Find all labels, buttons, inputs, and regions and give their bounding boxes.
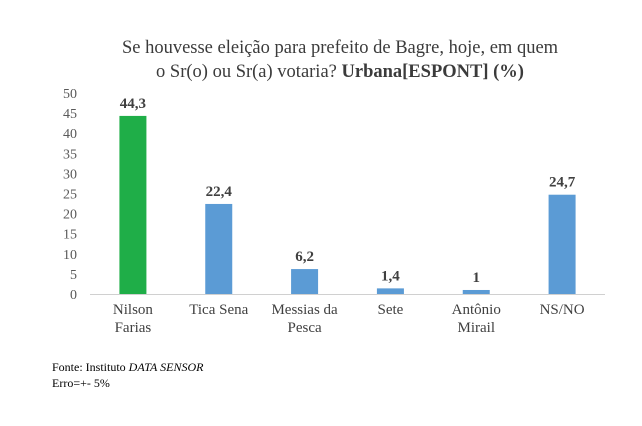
y-tick-label: 45 [63, 107, 77, 122]
y-tick-label: 20 [63, 208, 77, 223]
x-tick-label: Messias da [271, 302, 338, 318]
error-note: Erro=+- 5% [52, 376, 110, 390]
bar [376, 288, 404, 294]
chart-title-bold: Urbana[ESPONT] (%) [341, 62, 524, 82]
y-tick-label: 40 [63, 127, 77, 142]
source-prefix: Fonte: Instituto [52, 360, 129, 374]
chart-title: Se houvesse eleição para prefeito de Bag… [60, 36, 620, 84]
bar [291, 269, 319, 294]
y-tick-label: 35 [63, 147, 77, 162]
y-tick-label: 15 [63, 228, 77, 243]
source-name: DATA SENSOR [128, 360, 204, 374]
y-tick-label: 30 [63, 167, 77, 182]
data-label: 1,4 [381, 268, 400, 284]
x-tick-label: Nilson [113, 302, 154, 318]
bar [462, 289, 490, 294]
chart-title-plain: o Sr(o) ou Sr(a) votaria? [156, 62, 337, 82]
bar [119, 115, 147, 294]
x-tick-label: Mirail [458, 320, 496, 336]
x-tick-label: Farias [115, 320, 152, 336]
bar-chart: 0 5 10 15 20 25 30 35 40 45 50 44,3 Nilson Farias 22,4… [63, 87, 605, 336]
x-tick-label: Antônio [452, 302, 501, 318]
chart-title-line-1: Se houvesse eleição para prefeito de Bag… [121, 38, 559, 58]
y-tick-label: 50 [63, 87, 77, 102]
x-tick-label: NS/NO [540, 302, 585, 318]
source-note: Fonte: Instituto DATA SENSOR [52, 360, 203, 375]
data-label: 24,7 [549, 175, 576, 191]
chart-title-line-2: o Sr(o) ou Sr(a) votaria? Urbana[ESPONT]… [60, 60, 620, 84]
data-label: 1 [473, 270, 481, 286]
bar [205, 203, 233, 294]
data-label: 44,3 [120, 96, 146, 112]
x-tick-label: Pesca [288, 320, 322, 336]
data-label: 6,2 [295, 249, 314, 265]
x-tick-label: Tica Sena [189, 302, 248, 318]
y-tick-label: 25 [63, 188, 77, 203]
x-tick-label: Sete [378, 302, 404, 318]
y-tick-label: 0 [70, 288, 77, 303]
y-tick-label: 5 [70, 268, 77, 283]
bar [548, 194, 576, 294]
y-tick-label: 10 [63, 248, 77, 263]
data-label: 22,4 [206, 184, 233, 200]
